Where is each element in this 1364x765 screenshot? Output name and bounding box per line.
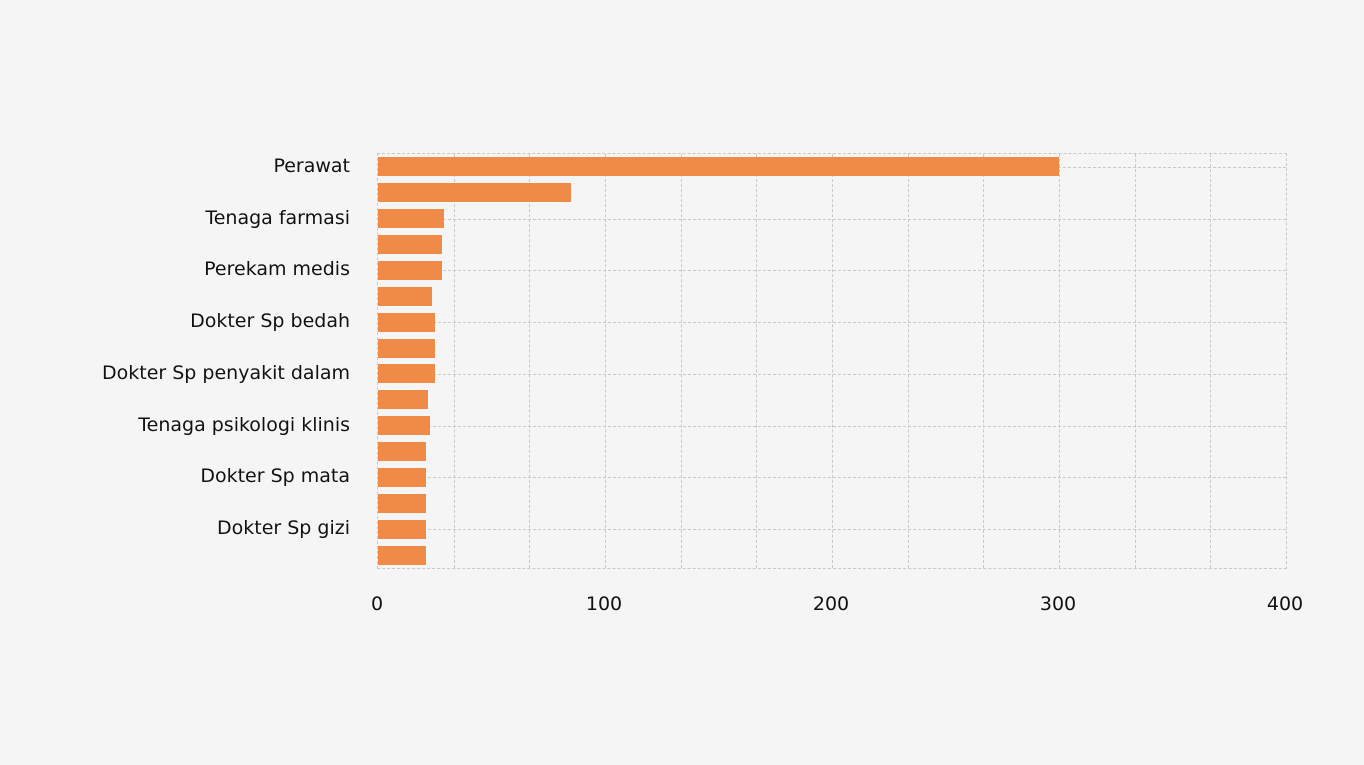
y-gridline <box>378 477 1286 479</box>
y-tick-label: Tenaga farmasi <box>205 206 350 229</box>
bar-unlabeled-3 <box>378 235 442 255</box>
y-gridline <box>378 322 1286 324</box>
x-gridline <box>983 154 985 568</box>
x-gridline <box>453 154 455 568</box>
bar-dokter-sp-mata <box>378 467 426 487</box>
y-gridline <box>378 529 1286 531</box>
x-gridline <box>756 154 758 568</box>
bar-dokter-sp-gizi <box>378 519 426 539</box>
y-tick-label: Dokter Sp penyakit dalam <box>102 361 350 384</box>
y-tick-label: Perawat <box>273 154 350 177</box>
bar-dokter-sp-bedah <box>378 312 435 332</box>
y-tick-label: Dokter Sp gizi <box>217 517 350 540</box>
bar-dokter-sp-penyakit-dalam <box>378 364 435 384</box>
x-tick-label: 300 <box>1039 593 1077 615</box>
x-gridline <box>907 154 909 568</box>
y-gridline <box>378 270 1286 272</box>
y-tick-label: Dokter Sp mata <box>200 465 350 488</box>
y-tick-label: Perekam medis <box>204 258 350 281</box>
bar-perekam-medis <box>378 260 442 280</box>
bar-unlabeled-5 <box>378 286 433 306</box>
bar-unlabeled-13 <box>378 493 426 513</box>
bar-unlabeled-9 <box>378 390 428 410</box>
bar-perawat <box>378 157 1059 177</box>
plot-area <box>377 153 1287 569</box>
bar-unlabeled-15 <box>378 545 426 565</box>
y-gridline <box>378 425 1286 427</box>
y-gridline <box>378 218 1286 220</box>
x-gridline <box>832 154 833 568</box>
y-axis-labels: Perawat Tenaga farmasi Perekam medis Dokter… <box>0 153 350 569</box>
y-gridline <box>378 373 1286 375</box>
x-axis-labels: 0 100 200 300 400 <box>371 588 1303 620</box>
x-tick-label: 0 <box>370 593 384 615</box>
bar-tenaga-farmasi <box>378 209 444 229</box>
bar-unlabeled-1 <box>378 183 571 203</box>
x-tick-label: 200 <box>812 593 850 615</box>
x-gridline <box>1134 154 1136 568</box>
x-tick-label: 100 <box>585 593 623 615</box>
bar-unlabeled-11 <box>378 442 426 462</box>
x-gridline <box>1059 154 1060 568</box>
y-tick-label: Tenaga psikologi klinis <box>138 413 350 436</box>
x-gridline <box>1210 154 1212 568</box>
x-gridline <box>605 154 606 568</box>
x-gridline <box>529 154 531 568</box>
x-tick-label: 400 <box>1266 593 1304 615</box>
bar-tenaga-psikologi-klinis <box>378 416 431 436</box>
bar-unlabeled-7 <box>378 338 435 358</box>
y-tick-label: Dokter Sp bedah <box>190 310 350 333</box>
x-gridline <box>680 154 682 568</box>
